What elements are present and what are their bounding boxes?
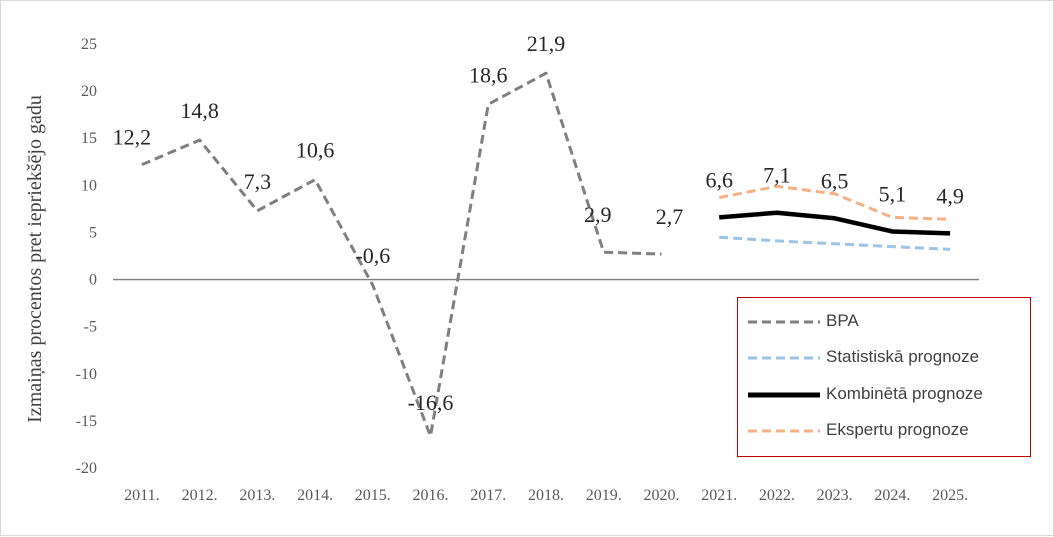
x-tick-label: 2017. (470, 487, 506, 504)
data-label: 21,9 (527, 31, 566, 56)
series-line-ekspertu-prognoze (718, 184, 951, 221)
x-tick-label: 2019. (586, 487, 622, 504)
data-label: -0,6 (355, 243, 390, 268)
data-label-layer: 12,2 14,8 7,3 10,6 -0,6 -16,6 18,6 21,9 2,9 2,7 6,… (113, 31, 964, 415)
legend-label-bpa: BPA (826, 311, 859, 330)
data-label: 2,7 (656, 204, 684, 229)
axis-layer: 25 20 15 10 5 0 -5 -10 -15 -20 2011. 2012. 2013. 2014… (76, 36, 979, 504)
x-tick-label: 2023. (817, 487, 853, 504)
legend-swatch-ekspertu (748, 429, 820, 433)
legend-swatch-bpa (748, 320, 820, 324)
x-tick-label: 2024. (874, 487, 910, 504)
y-tick-label: 0 (89, 272, 97, 289)
series-line-kombin-t-prognoze (719, 210, 951, 236)
data-label: 10,6 (296, 138, 335, 163)
data-label: 6,6 (705, 167, 733, 192)
data-label: 7,1 (763, 163, 791, 188)
x-tick-label: 2020. (643, 487, 679, 504)
x-tick-label: 2025. (932, 487, 968, 504)
legend-item-kombineta: Kombinētā prognoze (738, 381, 1028, 411)
y-tick-label: 15 (81, 130, 97, 147)
data-label: 5,1 (879, 182, 907, 207)
series-line-statistisk-prognoze (719, 235, 951, 251)
legend-item-ekspertu: Ekspertu prognoze (738, 417, 1028, 447)
data-label: 12,2 (113, 125, 152, 150)
y-tick-label: 10 (81, 177, 97, 194)
data-label: 7,3 (244, 169, 272, 194)
series-layer (141, 71, 951, 438)
legend: BPA Statistiskā prognoze Kombinētā progn… (737, 297, 1031, 457)
data-label: -16,6 (408, 390, 454, 415)
y-tick-label: -10 (76, 366, 97, 383)
legend-label-kombineta: Kombinētā prognoze (826, 384, 983, 403)
x-tick-label: 2016. (413, 487, 449, 504)
y-tick-label: -15 (76, 413, 97, 430)
data-label: 6,5 (821, 168, 849, 193)
legend-item-statistiska: Statistiskā prognoze (738, 344, 1028, 374)
legend-item-bpa: BPA (738, 308, 1028, 338)
x-tick-label: 2018. (528, 487, 564, 504)
y-tick-label: -20 (76, 460, 97, 477)
y-axis-label: Izmaiņas procentos pret iepriekšējo gadu (24, 95, 46, 423)
x-tick-label: 2014. (297, 487, 333, 504)
data-label: 4,9 (936, 183, 964, 208)
y-tick-label: 5 (89, 224, 97, 241)
legend-swatch-statistiska (748, 356, 820, 360)
data-label: 2,9 (584, 202, 612, 227)
x-tick-label: 2015. (355, 487, 391, 504)
x-tick-label: 2021. (701, 487, 737, 504)
y-tick-label: -5 (84, 319, 97, 336)
data-label: 18,6 (469, 62, 508, 87)
y-tick-label: 20 (81, 83, 97, 100)
x-tick-label: 2013. (239, 487, 275, 504)
y-tick-label: 25 (81, 36, 97, 53)
x-tick-label: 2022. (759, 487, 795, 504)
x-tick-label: 2011. (124, 487, 159, 504)
series-line-bpa (141, 71, 662, 438)
x-tick-label: 2012. (182, 487, 218, 504)
legend-label-ekspertu: Ekspertu prognoze (826, 420, 969, 439)
legend-swatch-kombineta (748, 392, 820, 398)
legend-label-statistiska: Statistiskā prognoze (826, 347, 980, 366)
data-label: 14,8 (180, 98, 219, 123)
